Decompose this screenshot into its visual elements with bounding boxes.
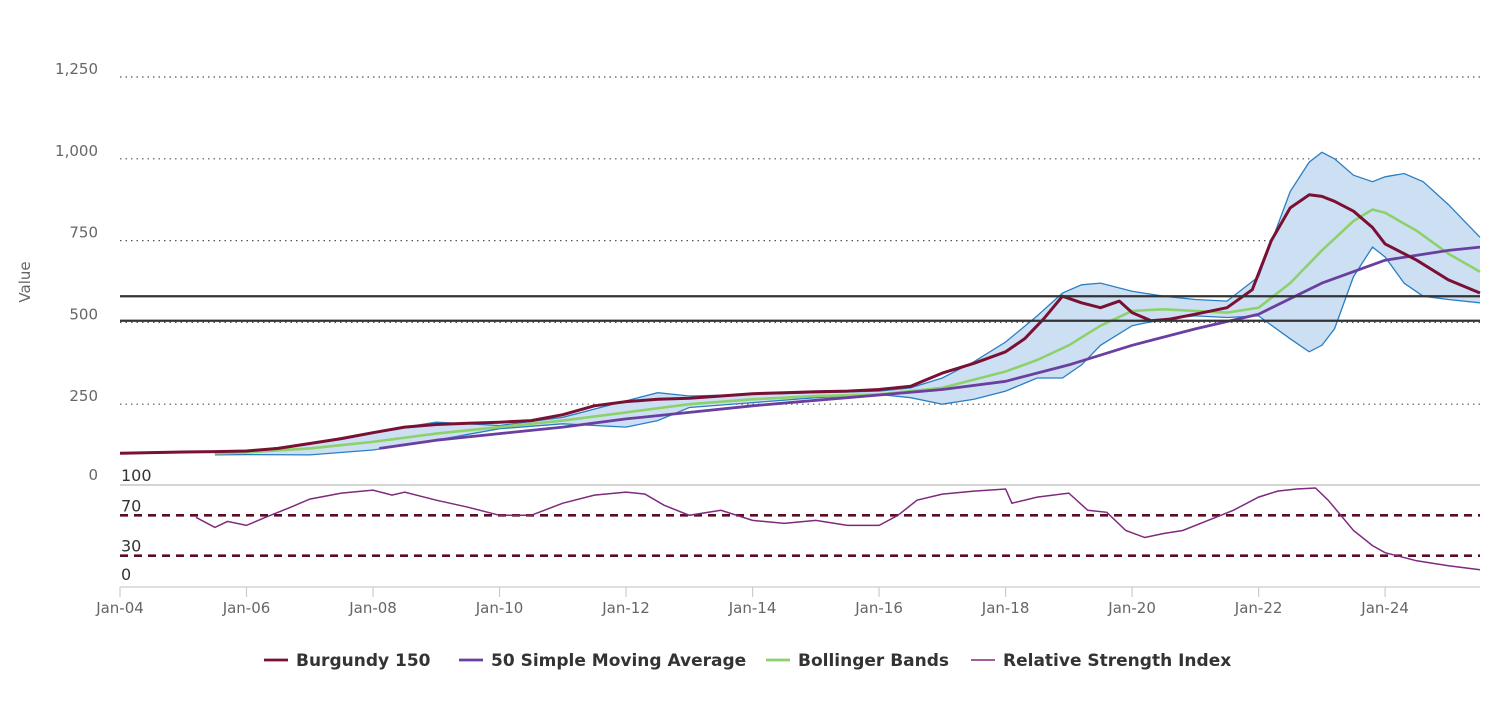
y-tick-label: 0 [88, 466, 98, 484]
legend-item[interactable]: Burgundy 150 [264, 651, 431, 671]
legend-label: Relative Strength Index [1003, 651, 1231, 671]
y-tick-label: 1,250 [55, 60, 98, 78]
series-layer [119, 193, 1481, 455]
legend-item[interactable]: Relative Strength Index [971, 651, 1231, 671]
rsi-line [195, 487, 1481, 571]
x-tick-label: Jan-08 [348, 599, 397, 617]
x-tick-label: Jan-18 [981, 599, 1030, 617]
bollinger-band-fill [214, 152, 1480, 455]
rsi-level-label: 0 [121, 565, 131, 584]
price-level-lines [120, 295, 1480, 322]
legend-item[interactable]: 50 Simple Moving Average [459, 651, 746, 671]
y-tick-label: 250 [69, 387, 98, 405]
y-tick-label: 500 [69, 305, 98, 323]
legend-label: Burgundy 150 [296, 651, 431, 671]
x-tick-label: Jan-24 [1360, 599, 1409, 617]
legend-label: Bollinger Bands [798, 651, 949, 671]
bollinger-upper-line [214, 151, 1481, 454]
series-line-0 [119, 193, 1481, 455]
x-tick-label: Jan-04 [95, 599, 144, 617]
legend-item[interactable]: Bollinger Bands [766, 651, 949, 671]
x-tick-label: Jan-14 [728, 599, 777, 617]
x-tick-label: Jan-06 [222, 599, 271, 617]
rsi-level-label: 100 [121, 466, 152, 485]
series-line-1 [379, 245, 1481, 450]
x-tick-label: Jan-22 [1234, 599, 1283, 617]
rsi-panel: 100 70 30 0 [120, 466, 1481, 584]
legend-label: 50 Simple Moving Average [491, 651, 746, 671]
x-axis: Jan-04 Jan-06 Jan-08 Jan-10 Jan-12 Jan-14 Jan-… [95, 586, 1480, 617]
x-tick-label: Jan-16 [854, 599, 903, 617]
y-axis-title: Value [16, 261, 34, 302]
rsi-level-label: 30 [121, 537, 141, 556]
y-tick-label: 1,000 [55, 142, 98, 160]
grid-layer [120, 76, 1480, 405]
legend[interactable]: Burgundy 150 50 Simple Moving Average Boll… [264, 651, 1231, 671]
bollinger-band-area [214, 151, 1481, 456]
rsi-level-label: 70 [121, 496, 141, 515]
y-tick-labels: 1,250 1,000 750 500 250 0 [55, 60, 98, 484]
bollinger-lower-line [214, 246, 1481, 456]
x-tick-label: Jan-20 [1107, 599, 1156, 617]
x-tick-label: Jan-12 [601, 599, 650, 617]
x-tick-label: Jan-10 [475, 599, 524, 617]
y-tick-label: 750 [69, 224, 98, 242]
series-line-2 [214, 208, 1481, 455]
